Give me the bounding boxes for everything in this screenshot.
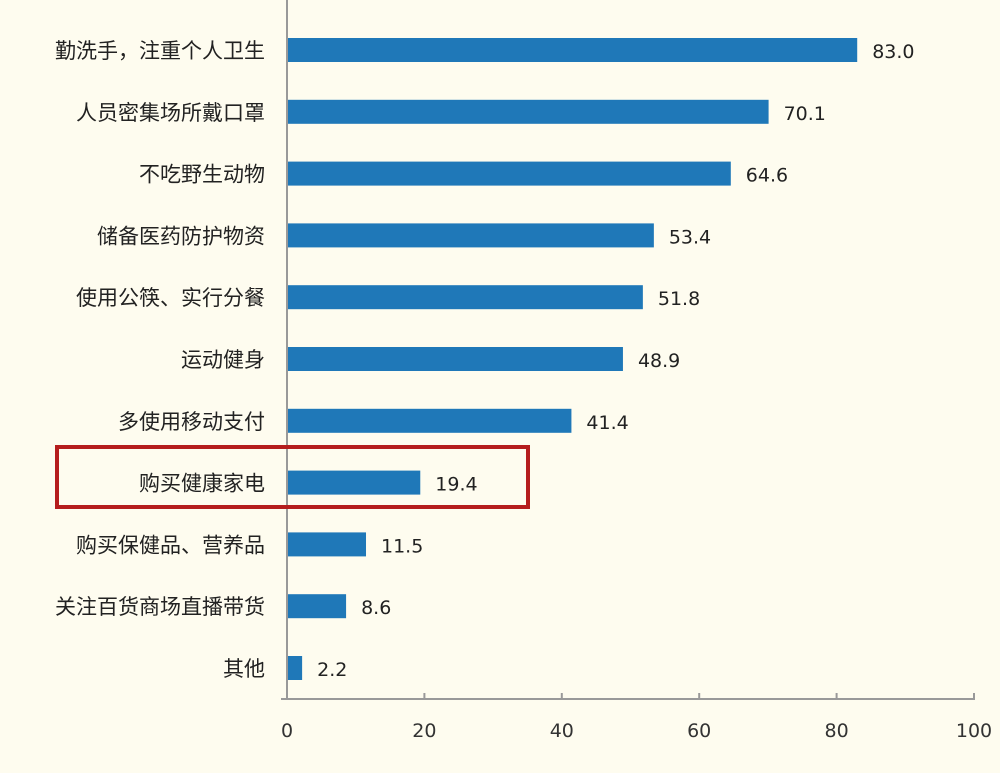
bar: [288, 656, 303, 680]
x-tick-label: 60: [687, 720, 711, 742]
x-tick-label: 40: [550, 720, 574, 742]
category-label: 不吃野生动物: [139, 163, 265, 187]
value-label: 8.6: [361, 597, 391, 619]
bar: [288, 285, 643, 310]
highlight-box: [55, 445, 530, 509]
x-tick-label: 20: [412, 720, 436, 742]
category-label: 其他: [223, 657, 265, 681]
value-label: 41.4: [586, 412, 628, 434]
value-label: 51.8: [658, 288, 700, 310]
category-label: 多使用移动支付: [118, 410, 265, 434]
category-label: 勤洗手，注重个人卫生: [55, 39, 265, 63]
category-label: 购买保健品、营养品: [76, 533, 265, 557]
bar: [288, 347, 623, 371]
category-label: 关注百货商场直播带货: [55, 595, 265, 619]
category-label: 人员密集场所戴口罩: [76, 101, 265, 125]
x-tick-label: 0: [281, 720, 293, 742]
bar: [288, 99, 769, 124]
x-tick-label: 80: [825, 720, 849, 742]
bar: [288, 223, 654, 248]
bar: [288, 38, 858, 62]
value-label: 48.9: [638, 350, 680, 372]
value-label: 19.4: [435, 474, 477, 496]
x-tick-label: 100: [956, 720, 992, 742]
category-label: 运动健身: [181, 348, 265, 372]
bar: [288, 161, 731, 186]
value-label: 2.2: [317, 659, 347, 681]
bar: [288, 470, 421, 495]
value-label: 11.5: [381, 535, 423, 557]
value-label: 70.1: [784, 103, 826, 125]
bar: [288, 532, 367, 557]
value-label: 83.0: [872, 41, 914, 63]
value-label: 64.6: [746, 165, 788, 187]
category-label: 购买健康家电: [139, 472, 265, 496]
category-label: 储备医药防护物资: [97, 224, 265, 248]
bar: [288, 408, 572, 433]
category-label: 使用公筷、实行分餐: [76, 286, 265, 310]
value-label: 53.4: [669, 226, 711, 248]
bar: [288, 594, 347, 619]
